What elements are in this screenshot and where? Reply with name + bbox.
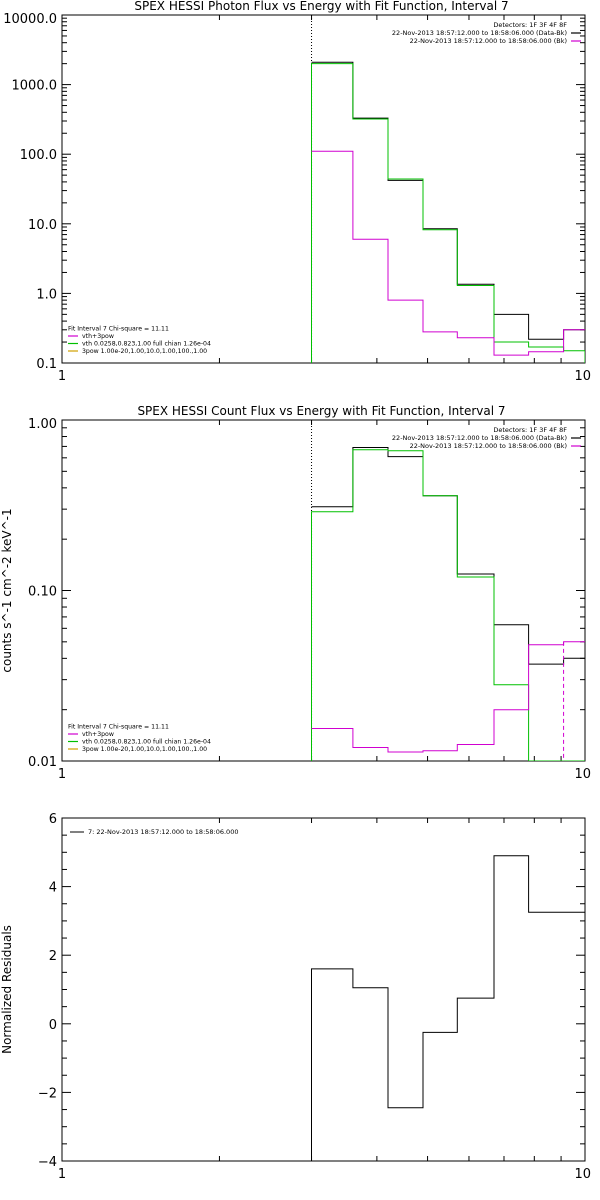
x-tick-label: 1 bbox=[58, 1167, 66, 1182]
chart-title: SPEX HESSI Count Flux vs Energy with Fit… bbox=[137, 404, 505, 418]
x-tick-label: 10 bbox=[574, 767, 591, 782]
plot-frame bbox=[61, 817, 586, 1162]
legend-bottomleft-text: vth 0.0258,0.823,1.00 full chian 1.26e-0… bbox=[82, 739, 211, 746]
y-tick-label: 0.1 bbox=[36, 357, 57, 372]
legend-topright-text: 22-Nov-2013 18:57:12.000 to 18:58:06.000… bbox=[410, 442, 567, 450]
y-tick-label: 100.0 bbox=[20, 148, 57, 163]
chart-panel-2: SPEX HESSI Count Flux vs Energy with Fit… bbox=[0, 404, 591, 782]
legend-bottomleft-text: vth 0.0258,0.823,1.00 full chian 1.26e-0… bbox=[82, 341, 211, 348]
chart-panel-3: Normalized Residuals 1 10 6 4 2 0 −2 −4 7: 22-Nov… bbox=[0, 812, 591, 1182]
legend-topleft-text: 7: 22-Nov-2013 18:57:12.000 to 18:58:06.… bbox=[88, 828, 238, 836]
y-axis-label: counts s^-1 cm^-2 keV^-1 bbox=[0, 508, 14, 672]
chart-panel-1: SPEX HESSI Photon Flux vs Energy with Fi… bbox=[3, 0, 591, 384]
legend-topright-text: Detectors: 1F 3F 4F 8F bbox=[493, 21, 567, 29]
legend-bottomleft-text: Fit Interval 7 Chi-square = 11.11 bbox=[68, 326, 169, 333]
legend-topright-text: 22-Nov-2013 18:57:12.000 to 18:58:06.000… bbox=[392, 29, 567, 37]
y-tick-label: 2 bbox=[49, 949, 57, 964]
x-tick-label: 1 bbox=[58, 767, 66, 782]
series-line-3 bbox=[311, 641, 585, 753]
plot-frame bbox=[61, 14, 586, 364]
y-tick-label: 4 bbox=[49, 881, 57, 896]
y-tick-label: 10.0 bbox=[28, 218, 57, 233]
legend-bottomleft-text: 3pow 1.00e-20,1.00,10.0,1.00,100.,1.00 bbox=[82, 348, 207, 355]
y-tick-label: 0.10 bbox=[28, 585, 57, 600]
y-tick-label: −2 bbox=[38, 1086, 57, 1101]
legend-bottomleft-text: Fit Interval 7 Chi-square = 11.11 bbox=[68, 724, 169, 731]
legend-topright-text: 22-Nov-2013 18:57:12.000 to 18:58:06.000… bbox=[410, 37, 567, 45]
legend-bottomleft-text: vth+3pow bbox=[82, 333, 114, 340]
y-tick-label: 0.01 bbox=[28, 755, 57, 770]
series-layer bbox=[311, 855, 585, 1161]
series-line-1 bbox=[311, 855, 585, 1161]
x-tick-label: 10 bbox=[574, 369, 591, 384]
y-tick-label: 1.0 bbox=[36, 287, 57, 302]
y-tick-label: 0 bbox=[49, 1018, 57, 1033]
x-tick-label: 1 bbox=[58, 369, 66, 384]
y-tick-label: 1000.0 bbox=[12, 79, 58, 94]
x-tick-label: 10 bbox=[574, 1167, 591, 1182]
chart-title: SPEX HESSI Photon Flux vs Energy with Fi… bbox=[134, 0, 508, 13]
legend-bottomleft-text: 3pow 1.00e-20,1.00,10.0,1.00,100.,1.00 bbox=[82, 746, 207, 753]
y-tick-label: 10000.0 bbox=[3, 12, 57, 27]
y-tick-label: 1.00 bbox=[28, 417, 57, 432]
legend-topright-text: 22-Nov-2013 18:57:12.000 to 18:58:06.000… bbox=[392, 434, 567, 442]
y-tick-label: −4 bbox=[38, 1155, 57, 1170]
y-tick-label: 6 bbox=[49, 812, 57, 827]
series-line-3 bbox=[311, 150, 585, 356]
y-axis-label: Normalized Residuals bbox=[0, 925, 14, 1054]
series-line-2 bbox=[311, 449, 585, 761]
series-layer bbox=[311, 61, 585, 363]
series-layer bbox=[311, 447, 585, 761]
legend-topright-text: Detectors: 1F 3F 4F 8F bbox=[493, 426, 567, 434]
legend-bottomleft-text: vth+3pow bbox=[82, 731, 114, 738]
